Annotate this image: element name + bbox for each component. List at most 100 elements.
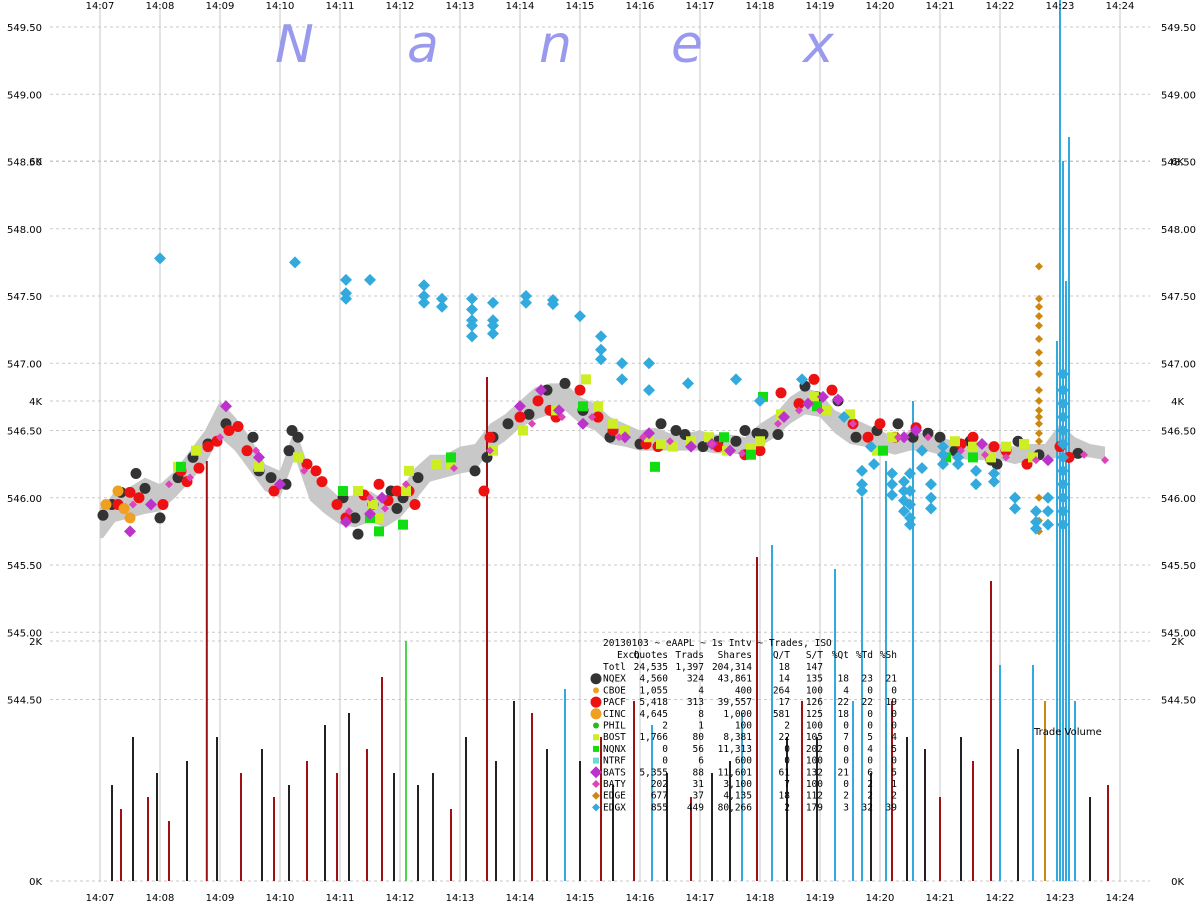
x-tick-label: 14:11 bbox=[326, 893, 355, 904]
x-tick-label: 14:09 bbox=[206, 893, 235, 904]
table-cell: 4,135 bbox=[723, 791, 752, 802]
trade-point bbox=[502, 418, 514, 430]
legend-marker bbox=[592, 803, 600, 812]
volume-bar bbox=[450, 809, 452, 881]
table-cell: 22 bbox=[838, 697, 849, 708]
trade-point bbox=[401, 486, 411, 497]
table-row: BATS 5,355 88 11,601 61 132 21 6 5 bbox=[590, 766, 897, 779]
volume-bar bbox=[816, 737, 818, 881]
table-cell: PACF bbox=[603, 697, 626, 708]
trade-point bbox=[391, 503, 403, 515]
trade-point bbox=[934, 431, 946, 443]
trade-point bbox=[404, 465, 414, 476]
table-header: %Sh bbox=[880, 650, 897, 661]
table-cell: 1 bbox=[698, 721, 704, 732]
table-header: Shares bbox=[718, 650, 752, 661]
volume-bar bbox=[666, 773, 668, 881]
table-cell: 677 bbox=[651, 791, 668, 802]
trade-point bbox=[1057, 411, 1069, 424]
trade-point bbox=[1035, 321, 1043, 330]
y-tick-label: 544.50 bbox=[7, 696, 42, 707]
volume-bar bbox=[240, 773, 242, 881]
table-cell: PHIL bbox=[603, 721, 626, 732]
table-cell: 0 bbox=[891, 709, 897, 720]
trade-point bbox=[487, 296, 499, 309]
trade-point bbox=[129, 500, 137, 509]
table-cell: 125 bbox=[806, 709, 823, 720]
table-cell: 1,055 bbox=[639, 685, 668, 696]
x-tick-label: 14:24 bbox=[1106, 893, 1135, 904]
trade-point bbox=[850, 431, 862, 443]
trade-point bbox=[1035, 302, 1043, 311]
trade-point bbox=[1057, 424, 1069, 437]
volume-bar bbox=[633, 701, 635, 881]
table-cell: 5 bbox=[867, 732, 873, 743]
legend-marker bbox=[590, 673, 602, 685]
series-cinc bbox=[100, 485, 136, 524]
trade-point bbox=[191, 445, 201, 456]
trade-point bbox=[1035, 419, 1043, 428]
trade-point bbox=[616, 357, 628, 370]
table-cell: 112 bbox=[806, 791, 823, 802]
volume-bar bbox=[612, 785, 614, 881]
trade-point bbox=[381, 504, 389, 513]
table-cell: 0 bbox=[891, 721, 897, 732]
volume-bar bbox=[579, 761, 581, 881]
trade-point bbox=[916, 462, 928, 475]
trade-point bbox=[247, 431, 259, 443]
trade-point bbox=[118, 503, 130, 515]
trade-point bbox=[254, 461, 264, 472]
trade-point bbox=[809, 391, 819, 402]
trade-point bbox=[340, 273, 352, 286]
table-cell: 32 bbox=[862, 802, 873, 813]
trade-point bbox=[520, 296, 532, 309]
table-row: NQNX 0 56 11,313 0 202 0 4 5 bbox=[593, 744, 897, 755]
table-cell: 0 bbox=[867, 709, 873, 720]
trade-point bbox=[310, 465, 322, 477]
trade-points bbox=[97, 252, 1109, 540]
table-cell: 4,645 bbox=[639, 709, 668, 720]
trade-point bbox=[856, 478, 868, 491]
table-cell: 22 bbox=[862, 697, 873, 708]
x-tick-label: 14:13 bbox=[446, 1, 475, 12]
volume-bar bbox=[381, 677, 383, 881]
y-tick-label-right: 548.00 bbox=[1161, 225, 1196, 236]
trade-point bbox=[466, 292, 478, 305]
y-tick-label: 547.50 bbox=[7, 292, 42, 303]
trade-point bbox=[1019, 438, 1029, 449]
trade-point bbox=[904, 518, 916, 531]
table-cell: 0 bbox=[867, 756, 873, 767]
volume-bar bbox=[147, 797, 149, 881]
volume-tick-label-right: 0K bbox=[1171, 877, 1184, 888]
volume-bar bbox=[834, 569, 836, 881]
trade-point bbox=[1030, 522, 1042, 535]
x-tick-label: 14:18 bbox=[746, 893, 775, 904]
trade-point bbox=[139, 482, 151, 494]
table-cell: 11,313 bbox=[718, 744, 752, 755]
trade-point bbox=[364, 507, 376, 520]
series-edgx bbox=[154, 252, 1069, 535]
trade-point bbox=[1057, 478, 1069, 491]
table-cell: 855 bbox=[651, 802, 668, 813]
trade-point bbox=[1030, 505, 1042, 518]
trade-point bbox=[916, 444, 928, 457]
y-tick-label: 547.00 bbox=[7, 359, 42, 370]
trade-point bbox=[970, 464, 982, 477]
table-cell: 400 bbox=[735, 685, 752, 696]
trade-point bbox=[293, 452, 303, 463]
table-cell: 0 bbox=[784, 756, 790, 767]
trade-point bbox=[1032, 456, 1040, 465]
x-tick-label: 14:11 bbox=[326, 1, 355, 12]
volume-bar bbox=[651, 725, 653, 881]
trade-point bbox=[252, 446, 260, 455]
table-cell: 105 bbox=[806, 732, 823, 743]
volume-bar bbox=[756, 557, 758, 881]
volume-bar bbox=[216, 737, 218, 881]
trade-point bbox=[856, 464, 868, 477]
table-cell: 18 bbox=[779, 791, 791, 802]
y-tick-label-right: 544.50 bbox=[1161, 696, 1196, 707]
table-row: BOST 1,766 80 8,381 22 105 7 5 4 bbox=[593, 732, 897, 743]
table-cell: 7 bbox=[843, 732, 849, 743]
trade-point bbox=[849, 419, 857, 428]
table-cell: 61 bbox=[779, 767, 791, 778]
